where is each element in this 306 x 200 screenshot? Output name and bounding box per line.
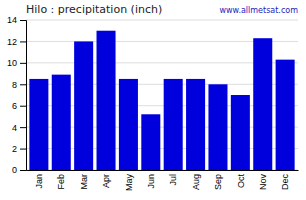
bar — [119, 79, 138, 170]
y-axis: 0 2 4 6 8 10 12 14 — [7, 15, 27, 175]
y-tick-label: 12 — [7, 37, 17, 47]
x-tick-label: Oct — [236, 174, 246, 189]
x-tick-label: Dec — [280, 174, 290, 191]
x-tick: Nov — [258, 170, 268, 190]
x-tick-label: Jan — [34, 174, 44, 189]
y-tick-mark — [20, 84, 26, 85]
y-tick: 0 — [12, 165, 26, 175]
grid — [26, 20, 298, 170]
x-tick-label: Mar — [79, 174, 89, 190]
y-tick-label: 10 — [7, 58, 17, 68]
y-tick-label: 0 — [12, 165, 17, 175]
grid-line — [26, 20, 298, 21]
y-tick-label: 8 — [12, 80, 17, 90]
x-tick-label: Feb — [56, 174, 66, 190]
x-tick-label: Jun — [146, 174, 156, 189]
bar — [186, 79, 205, 170]
x-tick: Mar — [79, 170, 89, 190]
bars — [29, 31, 294, 170]
bar — [141, 114, 160, 170]
x-tick-label: May — [124, 174, 134, 192]
y-tick-mark — [20, 127, 26, 128]
y-tick-mark — [20, 170, 26, 171]
x-tick-label: Aug — [191, 174, 201, 190]
x-tick: Dec — [280, 170, 290, 190]
y-tick: 14 — [7, 15, 26, 25]
y-tick-mark — [20, 106, 26, 107]
x-tick: Feb — [56, 170, 66, 190]
y-tick: 12 — [7, 37, 26, 47]
y-tick: 8 — [12, 80, 26, 90]
bar — [208, 84, 227, 170]
x-axis-line — [27, 170, 299, 171]
bar — [276, 60, 295, 170]
y-tick-label: 2 — [12, 144, 17, 154]
y-tick: 4 — [12, 123, 26, 133]
bar — [164, 79, 183, 170]
x-tick-label: Apr — [101, 174, 111, 188]
x-tick: Jun — [146, 170, 156, 189]
x-tick: Oct — [236, 170, 246, 188]
x-tick: Apr — [101, 170, 111, 188]
y-tick: 10 — [7, 58, 26, 68]
y-tick-label: 14 — [7, 15, 17, 25]
bar — [97, 31, 116, 170]
bar — [52, 75, 71, 170]
chart: Hilo : precipitation (inch) www.allmetsat… — [0, 0, 306, 200]
x-tick-label: Jul — [168, 174, 178, 186]
x-tick: Sep — [213, 170, 223, 190]
bar — [74, 41, 93, 170]
y-tick: 2 — [12, 144, 26, 154]
y-tick-label: 4 — [12, 123, 17, 133]
plot: 0 2 4 6 8 10 12 14 Jan Feb Mar Apr May Jun Jul Aug Sep Oc… — [7, 15, 299, 191]
x-tick: Jan — [34, 170, 44, 189]
y-tick-mark — [20, 20, 26, 21]
annotation: www.allmetsat.com — [220, 6, 299, 15]
x-tick: May — [124, 170, 134, 191]
x-tick: Aug — [191, 170, 201, 190]
x-tick: Jul — [168, 170, 178, 186]
y-tick-mark — [20, 41, 26, 42]
x-tick-label: Sep — [213, 174, 223, 190]
x-axis: Jan Feb Mar Apr May Jun Jul Aug Sep Oct Nov Dec — [27, 170, 299, 191]
bar — [253, 38, 272, 170]
x-tick-label: Nov — [258, 174, 268, 191]
y-tick: 6 — [12, 101, 26, 111]
y-tick-label: 6 — [12, 101, 17, 111]
y-tick-mark — [20, 149, 26, 150]
bar — [231, 95, 250, 170]
y-tick-mark — [20, 63, 26, 64]
bar — [29, 79, 48, 170]
y-axis-line — [20, 21, 27, 171]
title: Hilo : precipitation (inch) — [26, 3, 162, 16]
